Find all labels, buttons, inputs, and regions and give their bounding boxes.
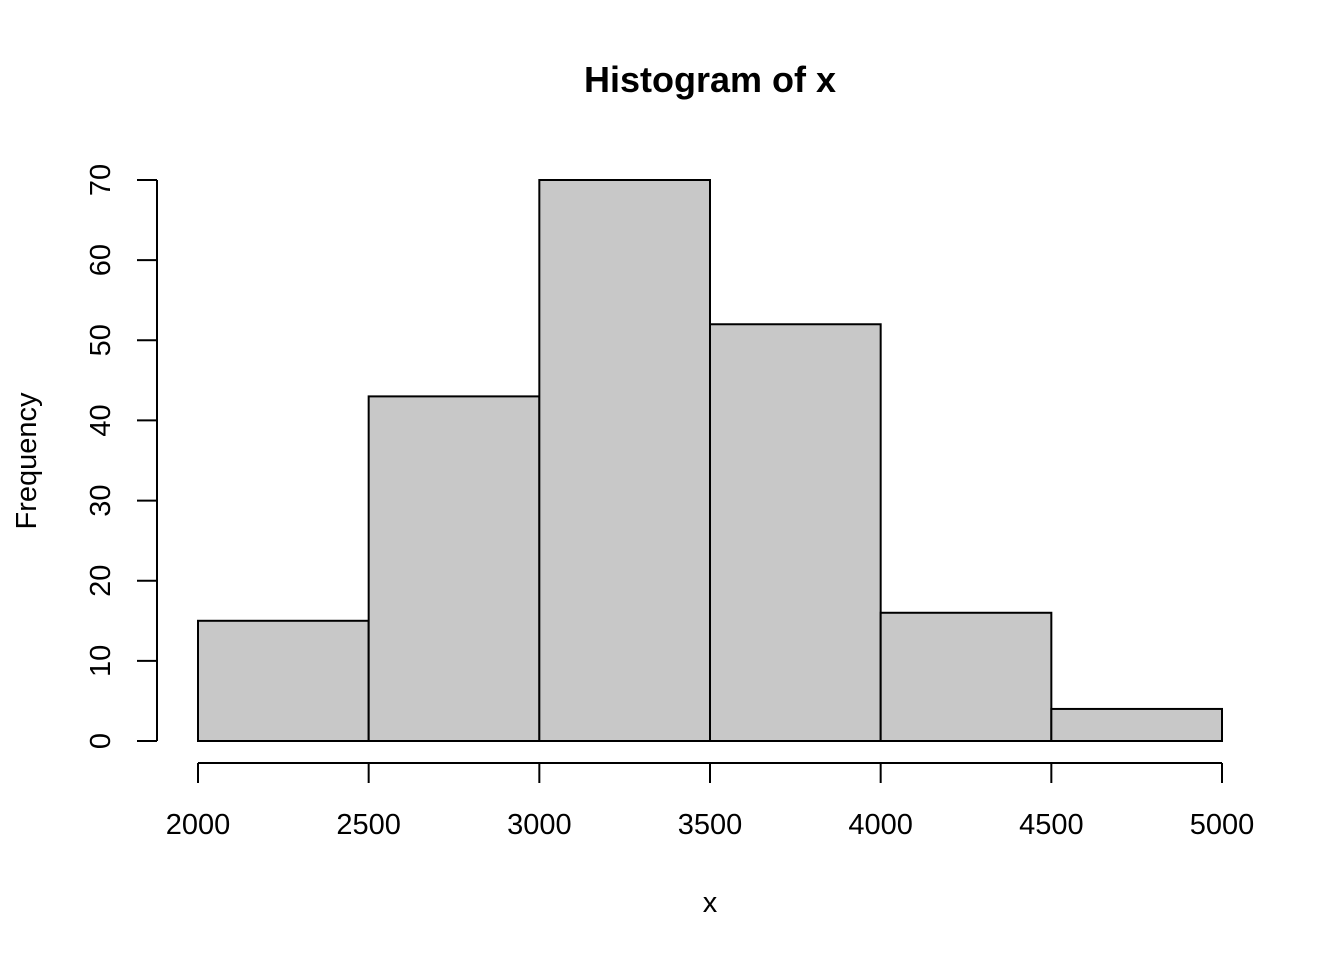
- x-axis: 2000 2500 3000 3500 4000 4500 5000: [166, 762, 1255, 841]
- histogram-bar: [367, 395, 541, 742]
- histogram-bar: [879, 611, 1053, 742]
- bars-group: [197, 179, 1224, 743]
- y-tick-label: 0: [85, 733, 117, 749]
- y-tick-label: 30: [85, 484, 117, 516]
- histogram-bar: [1050, 707, 1224, 743]
- histogram-bar: [197, 619, 370, 742]
- y-tick-label: 70: [85, 164, 117, 196]
- y-axis: 0 10 20 30 40 50 60 70: [85, 164, 158, 749]
- chart-title: Histogram of x: [584, 59, 836, 100]
- y-tick-label: 50: [85, 324, 117, 356]
- histogram-bar: [709, 323, 882, 742]
- x-tick-label: 4000: [848, 809, 913, 841]
- x-axis-label: x: [703, 887, 718, 919]
- y-axis-label: Frequency: [11, 392, 43, 530]
- x-tick-label: 2000: [166, 809, 231, 841]
- y-tick-label: 60: [85, 244, 117, 276]
- histogram-bar: [538, 179, 711, 742]
- x-tick-label: 5000: [1190, 809, 1255, 841]
- y-tick-label: 10: [85, 645, 117, 677]
- x-tick-label: 2500: [336, 809, 401, 841]
- x-tick-label: 3500: [678, 809, 743, 841]
- y-tick-label: 40: [85, 404, 117, 436]
- y-tick-label: 20: [85, 565, 117, 597]
- x-tick-label: 4500: [1019, 809, 1084, 841]
- x-tick-label: 3000: [507, 809, 572, 841]
